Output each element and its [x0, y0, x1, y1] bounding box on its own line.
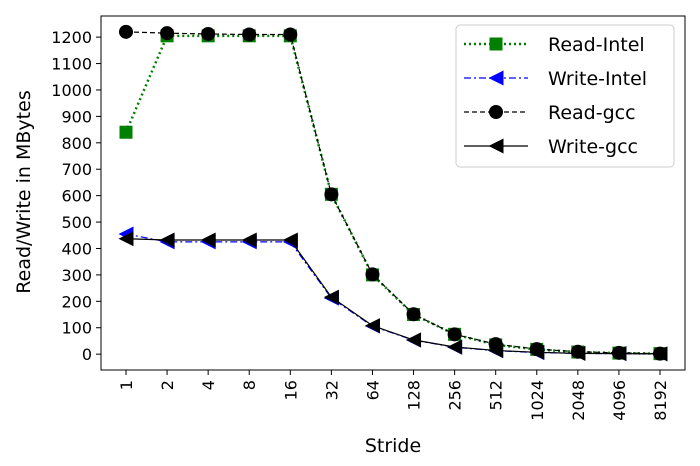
- data-point: [282, 232, 298, 248]
- x-tick-label: 4096: [610, 380, 629, 421]
- data-point: [406, 332, 422, 348]
- legend-marker: [489, 37, 503, 51]
- y-tick-label: 100: [61, 319, 92, 338]
- y-tick-label: 1200: [51, 28, 92, 47]
- x-tick-label: 512: [487, 380, 506, 411]
- x-tick-label: 4: [199, 380, 218, 390]
- data-point: [447, 327, 462, 342]
- legend-label: Read-Intel: [548, 34, 645, 56]
- data-point: [201, 26, 216, 41]
- x-tick-label: 16: [281, 380, 300, 400]
- legend-label: Write-gcc: [548, 136, 638, 158]
- data-point: [488, 342, 504, 358]
- data-point: [241, 232, 257, 248]
- y-tick-label: 200: [61, 292, 92, 311]
- series-3: [118, 231, 668, 362]
- x-tick-label: 8192: [651, 380, 670, 421]
- y-tick-label: 700: [61, 160, 92, 179]
- legend-marker: [489, 105, 503, 119]
- data-point: [323, 289, 339, 305]
- data-point: [200, 232, 216, 248]
- y-tick-label: 300: [61, 266, 92, 285]
- y-axis: 0 100 200 300 400 500 600 700 800 900 1000 1100 1200: [51, 28, 101, 364]
- y-tick-label: 400: [61, 239, 92, 258]
- y-tick-label: 500: [61, 213, 92, 232]
- legend-box: [455, 24, 675, 168]
- y-tick-label: 800: [61, 134, 92, 153]
- plot-marks: [118, 24, 668, 362]
- x-tick-label: 64: [363, 380, 382, 400]
- data-point: [364, 318, 380, 334]
- legend-label: Write-Intel: [548, 68, 647, 90]
- data-point: [447, 339, 463, 355]
- y-tick-label: 0: [82, 345, 92, 364]
- x-axis: 1 2 4 8 16 32 64 128 256 512 1024 2048 4096 8192: [117, 370, 670, 421]
- y-tick-label: 1000: [51, 81, 92, 100]
- data-point: [160, 26, 175, 41]
- data-point: [529, 344, 545, 360]
- data-point: [406, 307, 421, 322]
- y-axis-title: Read/Write in MBytes: [13, 90, 35, 293]
- data-point: [118, 231, 134, 247]
- data-point: [159, 232, 175, 248]
- data-point: [652, 346, 668, 362]
- x-tick-label: 1024: [528, 380, 547, 421]
- x-tick-label: 256: [446, 380, 465, 411]
- series-2: [119, 24, 667, 361]
- data-point: [365, 267, 380, 282]
- x-tick-label: 8: [240, 380, 259, 390]
- x-tick-label: 2048: [569, 380, 588, 421]
- data-point: [242, 27, 257, 42]
- legend: Read-Intel Write-Intel Read-gcc Write-gcc: [455, 24, 675, 168]
- y-tick-label: 1100: [51, 55, 92, 74]
- data-point: [570, 345, 586, 361]
- y-tick-label: 600: [61, 187, 92, 206]
- legend-label: Read-gcc: [548, 102, 636, 124]
- plot-frame: [100, 15, 686, 371]
- data-point: [283, 27, 298, 42]
- legend-marker: [488, 138, 504, 154]
- x-tick-label: 32: [322, 380, 341, 400]
- data-point: [611, 346, 627, 362]
- y-tick-label: 900: [61, 107, 92, 126]
- legend-marker: [488, 70, 504, 86]
- x-tick-label: 1: [117, 380, 136, 390]
- x-tick-label: 2: [158, 380, 177, 390]
- data-point: [324, 187, 339, 202]
- data-point: [119, 125, 133, 139]
- x-tick-label: 128: [405, 380, 424, 411]
- data-point: [119, 24, 133, 39]
- x-axis-title: Stride: [365, 435, 421, 457]
